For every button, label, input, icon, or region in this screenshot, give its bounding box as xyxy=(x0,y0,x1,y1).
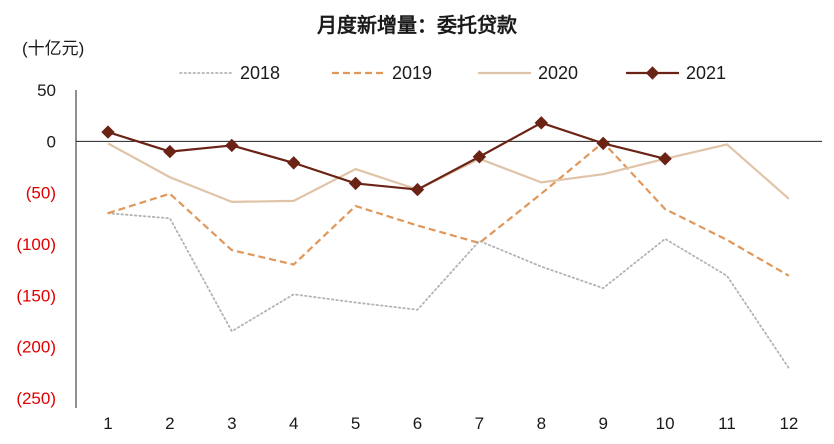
legend-item-2019: 2019 xyxy=(332,63,432,83)
data-point-2021 xyxy=(596,136,610,151)
legend-label-2018: 2018 xyxy=(240,63,280,83)
x-tick-label: 5 xyxy=(351,414,360,433)
x-tick-label: 10 xyxy=(656,414,675,433)
x-tick-label: 1 xyxy=(103,414,112,433)
x-tick-label: 7 xyxy=(475,414,484,433)
x-tick-label: 6 xyxy=(413,414,422,433)
y-axis-unit-label: (十亿元) xyxy=(22,39,85,58)
legend-item-2021: 2021 xyxy=(626,63,726,83)
series-2018 xyxy=(107,212,790,370)
data-point-2021 xyxy=(534,116,549,130)
legend-item-2020: 2020 xyxy=(478,63,578,83)
x-tick-label: 4 xyxy=(289,414,298,433)
legend-label-2021: 2021 xyxy=(686,63,726,83)
y-tick-label: (250) xyxy=(16,389,56,408)
data-point-2021 xyxy=(163,144,177,159)
y-tick-label: (100) xyxy=(16,235,56,254)
x-tick-label: 8 xyxy=(537,414,546,433)
series-2019 xyxy=(107,141,790,277)
series-lines xyxy=(101,116,790,370)
x-tick-label: 2 xyxy=(165,414,174,433)
data-point-2021 xyxy=(658,152,672,166)
y-tick-label: (200) xyxy=(16,338,56,357)
legend: 2018 2019 2020 2021 xyxy=(179,63,726,83)
axes: 500(50)(100)(150)(200)(250)1 2 3 4 5 6 7 8 9 10 11… xyxy=(16,81,822,433)
y-tick-label: (150) xyxy=(16,286,56,305)
series-2021 xyxy=(101,116,672,197)
series-line-2019 xyxy=(107,141,790,277)
data-point-2021 xyxy=(410,182,425,197)
data-point-2021 xyxy=(472,150,487,164)
legend-marker-2021 xyxy=(645,66,660,80)
x-tick-label: 9 xyxy=(598,414,607,433)
data-point-2021 xyxy=(101,125,115,139)
legend-item-2018: 2018 xyxy=(179,63,280,83)
x-tick-label: 12 xyxy=(779,414,798,433)
x-tick-label: 3 xyxy=(227,414,236,433)
x-tick-label: 11 xyxy=(718,414,736,433)
data-point-2021 xyxy=(348,176,363,191)
legend-label-2019: 2019 xyxy=(392,63,432,83)
series-line-2018 xyxy=(107,212,790,370)
y-tick-label: 50 xyxy=(37,81,56,100)
series-line-2021 xyxy=(107,121,666,191)
data-point-2021 xyxy=(225,138,239,153)
chart-title: 月度新增量：委托贷款 xyxy=(317,15,517,37)
legend-label-2020: 2020 xyxy=(538,63,578,83)
data-point-2021 xyxy=(286,156,301,170)
y-tick-label: (50) xyxy=(26,184,56,203)
y-tick-label: 0 xyxy=(47,132,56,151)
